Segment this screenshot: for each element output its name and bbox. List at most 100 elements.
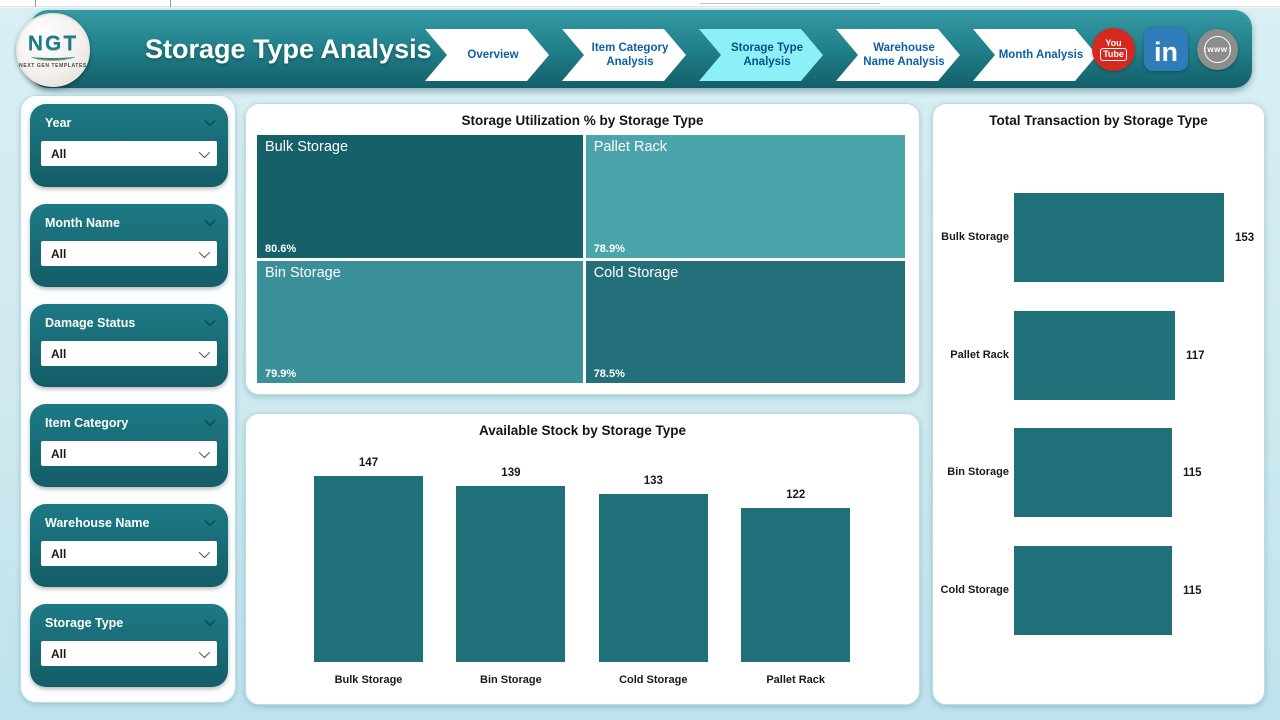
nav-tab-label: Storage Type Analysis: [731, 41, 803, 68]
panel-total-transaction: Total Transaction by Storage Type Bulk S…: [932, 103, 1265, 705]
filter-dropdown-warehouse-name[interactable]: All: [41, 541, 217, 566]
slicer-collapse-chevron-icon[interactable]: [204, 515, 216, 527]
filter-card-month-name: Month Name All: [30, 204, 228, 287]
bar-row-cold-storage: Cold Storage 115: [933, 546, 1264, 635]
bar-category-label: Pallet Rack: [766, 674, 826, 686]
bar-value-label: 117: [1186, 349, 1205, 362]
bar-pallet-rack[interactable]: 122 Pallet Rack: [741, 489, 851, 686]
tile-value: 78.9%: [593, 242, 625, 255]
tile-label: Bin Storage: [265, 264, 341, 281]
bar-cold-storage[interactable]: [1014, 546, 1172, 635]
filter-selected-value: All: [51, 246, 67, 261]
filter-dropdown-month-name[interactable]: All: [41, 241, 217, 266]
nav-tab-label: Month Analysis: [998, 48, 1084, 61]
slicer-collapse-chevron-icon[interactable]: [204, 415, 216, 427]
nav-tab-storage-type-analysis[interactable]: Storage Type Analysis: [699, 29, 823, 81]
nav-tab-warehouse-name-analysis[interactable]: Warehouse Name Analysis: [836, 29, 960, 81]
bar-value-label: 115: [1183, 584, 1202, 597]
social-icons: You Tube in www: [1092, 10, 1238, 88]
filter-dropdown-item-category[interactable]: All: [41, 441, 217, 466]
bar-value-label: 122: [786, 489, 806, 501]
filter-sidebar: Year All Month Name All Damage Status All Item…: [30, 104, 228, 687]
slicer-collapse-chevron-icon[interactable]: [204, 215, 216, 227]
dropdown-chevron-icon: [198, 646, 211, 658]
tile-label: Bulk Storage: [265, 139, 349, 155]
filter-label: Warehouse Name: [45, 516, 150, 530]
treemap-tile-bulk-storage[interactable]: Bulk Storage 80.6%: [257, 135, 583, 258]
filter-sidebar-shell: Year All Month Name All Damage Status All Item…: [20, 95, 236, 703]
treemap-tile-cold-storage[interactable]: Cold Storage 78.5%: [585, 260, 905, 383]
filter-card-storage-type: Storage Type All: [30, 604, 228, 687]
bar-value-label: 133: [643, 475, 663, 487]
website-globe-icon[interactable]: www: [1197, 28, 1238, 70]
filter-dropdown-year[interactable]: All: [41, 141, 217, 166]
canvas-ruler: [0, 0, 1280, 7]
filter-label: Damage Status: [45, 316, 136, 330]
dropdown-chevron-icon: [198, 546, 211, 558]
nav-tab-overview[interactable]: Overview: [425, 29, 549, 81]
chart-title-total-transaction: Total Transaction by Storage Type: [989, 113, 1208, 128]
filter-selected-value: All: [51, 146, 67, 161]
bar-category-label: Bin Storage: [947, 465, 1009, 478]
filter-label: Item Category: [45, 416, 129, 430]
bar-cold-storage[interactable]: 133 Cold Storage: [598, 475, 708, 686]
ruler-tick: [35, 0, 36, 7]
tile-label: Pallet Rack: [593, 139, 668, 155]
linkedin-icon[interactable]: in: [1144, 27, 1188, 71]
youtube-icon[interactable]: You Tube: [1092, 27, 1135, 71]
dropdown-chevron-icon: [198, 146, 211, 158]
treemap-tile-pallet-rack[interactable]: Pallet Rack 78.9%: [585, 135, 905, 258]
panel-available-stock: Available Stock by Storage Type 147 Bulk …: [245, 413, 920, 705]
treemap-storage-utilization: Bulk Storage 80.6% Pallet Rack 78.9% Bin Sto…: [257, 135, 905, 383]
bar-bin-storage[interactable]: [1014, 428, 1172, 517]
bar-bulk-storage[interactable]: 147 Bulk Storage: [314, 457, 423, 686]
filter-selected-value: All: [51, 346, 67, 361]
nav-tab-label: Warehouse Name Analysis: [863, 41, 945, 68]
bar-row-pallet-rack: Pallet Rack 117: [933, 311, 1264, 400]
company-logo: NGT NEXT GEN TEMPLATES: [16, 13, 90, 87]
bar-category-label: Bulk Storage: [334, 674, 403, 686]
dashboard-header: NGT NEXT GEN TEMPLATES Storage Type Anal…: [16, 10, 1252, 88]
filter-selected-value: All: [51, 546, 67, 561]
bar-pallet-rack[interactable]: [1014, 311, 1175, 400]
filter-dropdown-storage-type[interactable]: All: [41, 641, 217, 666]
logo-text: NGT: [27, 31, 79, 55]
treemap-tile-bin-storage[interactable]: Bin Storage 79.9%: [257, 260, 583, 383]
nav-tab-item-category-analysis[interactable]: Item Category Analysis: [562, 29, 686, 81]
nav-tab-label: Item Category Analysis: [591, 41, 669, 68]
bar-chart-available-stock: 147 Bulk Storage 139 Bin Storage 133 Cold Sto…: [246, 444, 919, 704]
ruler-tick: [170, 0, 171, 7]
nav-arrows: Overview Item Category Analysis Storage Ty…: [425, 29, 1110, 81]
bar-value-label: 115: [1183, 466, 1202, 479]
logo-subtext: NEXT GEN TEMPLATES: [19, 62, 87, 69]
bar-bulk-storage[interactable]: [1014, 193, 1224, 282]
chart-title-storage-utilization: Storage Utilization % by Storage Type: [461, 113, 704, 128]
filter-card-warehouse-name: Warehouse Name All: [30, 504, 228, 587]
dropdown-chevron-icon: [198, 446, 211, 458]
chart-title-available-stock: Available Stock by Storage Type: [478, 423, 687, 438]
filter-dropdown-damage-status[interactable]: All: [41, 341, 217, 366]
filter-selected-value: All: [51, 446, 67, 461]
bar-value-label: 139: [501, 467, 521, 479]
filter-card-year: Year All: [30, 104, 228, 187]
tile-value: 79.9%: [265, 368, 297, 380]
bar-row-bulk-storage: Bulk Storage 153: [933, 193, 1264, 282]
slicer-collapse-chevron-icon[interactable]: [204, 315, 216, 327]
filter-label: Storage Type: [45, 616, 124, 630]
nav-tab-month-analysis[interactable]: Month Analysis: [973, 29, 1097, 81]
filter-label: Month Name: [45, 216, 120, 230]
bar-category-label: Bin Storage: [480, 674, 542, 686]
panel-storage-utilization: Storage Utilization % by Storage Type Bu…: [245, 103, 920, 395]
slicer-collapse-chevron-icon[interactable]: [204, 115, 216, 127]
slicer-collapse-chevron-icon[interactable]: [204, 615, 216, 627]
bar-bin-storage[interactable]: 139 Bin Storage: [456, 467, 566, 686]
page-title: Storage Type Analysis: [145, 34, 432, 64]
dropdown-chevron-icon: [198, 346, 211, 358]
bar-category-label: Cold Storage: [619, 674, 688, 686]
logo-swoosh: [31, 53, 75, 61]
bar-category-label: Pallet Rack: [950, 348, 1009, 361]
filter-selected-value: All: [51, 646, 67, 661]
ruler-segment: [700, 3, 880, 4]
nav-tab-label: Overview: [467, 48, 519, 61]
filter-label: Year: [45, 116, 72, 130]
